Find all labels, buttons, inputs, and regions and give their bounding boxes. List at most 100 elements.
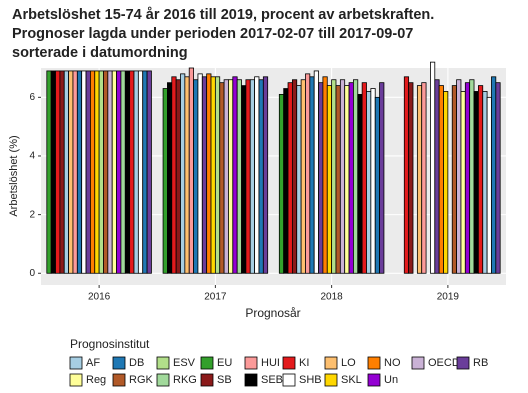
bar [116, 70, 122, 274]
legend-key [324, 373, 338, 387]
legend-label: RKG [173, 374, 197, 386]
bar [184, 76, 190, 274]
legend-label: KI [299, 357, 309, 369]
bar [408, 82, 414, 274]
bar [228, 79, 234, 274]
bar [495, 82, 501, 274]
bar [374, 96, 380, 274]
legend-key [69, 356, 83, 370]
bar [486, 96, 492, 274]
legend-title: Prognosinstitut [70, 337, 150, 351]
bar [283, 88, 289, 274]
bar [85, 70, 91, 274]
bar [223, 79, 229, 274]
bar [482, 91, 488, 274]
legend-label: EU [217, 357, 232, 369]
legend-label: Reg [86, 374, 106, 386]
bar [90, 70, 96, 274]
legend-label: Un [384, 374, 398, 386]
bar [339, 79, 346, 274]
bar [236, 79, 242, 274]
bar [245, 79, 251, 274]
bar [309, 76, 315, 274]
bar [81, 70, 87, 274]
bar [68, 70, 74, 274]
bar [241, 85, 247, 274]
legend-label: OECD [428, 357, 460, 369]
bar [322, 76, 328, 274]
legend-key [200, 356, 214, 370]
bar [473, 91, 479, 274]
bar [63, 70, 70, 274]
bar [262, 76, 269, 274]
y-tick-label: 6 [29, 92, 35, 103]
bar [50, 70, 56, 274]
legend-key [156, 373, 170, 387]
bar [180, 73, 186, 274]
legend-key [244, 356, 258, 370]
bar [370, 88, 376, 274]
bar [296, 85, 302, 274]
x-tick-label: 2018 [321, 292, 344, 303]
bar [107, 70, 113, 274]
legend-label: DB [129, 357, 144, 369]
bar [464, 82, 471, 274]
bar [214, 76, 221, 274]
bar [300, 79, 306, 274]
y-tick-label: 4 [29, 151, 35, 162]
y-tick-label: 2 [29, 209, 35, 220]
bar [469, 79, 475, 274]
legend-key [156, 356, 170, 370]
bar [335, 85, 341, 274]
bar [291, 79, 298, 274]
legend-key [411, 356, 425, 370]
legend-key [244, 373, 258, 387]
bar [197, 73, 203, 274]
legend-label: AF [86, 357, 100, 369]
legend-label: HUI [261, 357, 280, 369]
bar [59, 70, 65, 274]
bar [491, 76, 497, 274]
bar [460, 91, 466, 274]
bar [124, 70, 131, 274]
bar [361, 82, 367, 274]
bar [175, 79, 181, 274]
legend-key [324, 356, 338, 370]
legend-label: SEB [261, 374, 283, 386]
bar [278, 93, 285, 274]
bar [326, 85, 333, 274]
bar [357, 93, 363, 274]
x-tick-label: 2019 [437, 292, 460, 303]
bar [46, 70, 52, 274]
legend-key [112, 356, 126, 370]
bar [232, 76, 238, 274]
bar [188, 67, 194, 274]
legend-key [282, 356, 296, 370]
legend-key [367, 356, 381, 370]
bar [348, 82, 354, 274]
legend-key [367, 373, 381, 387]
bar [120, 70, 126, 274]
x-tick-label: 2017 [204, 292, 227, 303]
legend-label: RGK [129, 374, 154, 386]
legend-key [282, 373, 296, 387]
legend-key [69, 373, 83, 387]
bar [167, 82, 173, 274]
bar [201, 76, 208, 274]
legend-label: ESV [173, 357, 196, 369]
bar [94, 70, 100, 274]
bar [55, 70, 61, 274]
bar [451, 85, 457, 274]
bar [379, 82, 385, 274]
bar [305, 73, 311, 274]
bar [344, 85, 350, 274]
bar [249, 79, 256, 274]
chart-title: Prognoser lagda under perioden 2017-02-0… [12, 26, 413, 42]
bar [142, 70, 148, 274]
bar [129, 70, 135, 274]
bar [353, 79, 359, 274]
legend-key [456, 356, 470, 370]
x-axis-label: Prognosår [245, 306, 300, 320]
bar [137, 70, 144, 274]
